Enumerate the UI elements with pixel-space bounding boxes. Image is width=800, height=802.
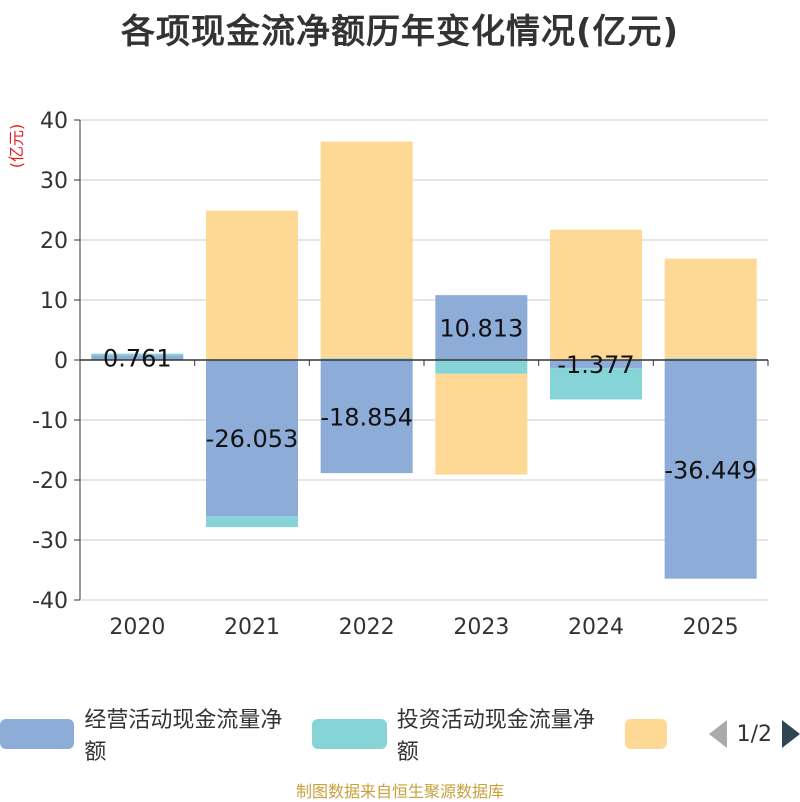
legend-label-operating: 经营活动现金流量净额 <box>84 708 283 765</box>
y-tick-label: 10 <box>40 289 68 314</box>
bar-0-2020 <box>91 355 184 360</box>
legend-swatch-investing <box>312 719 387 749</box>
y-tick-label: -30 <box>32 529 68 554</box>
y-axis-label: (亿元) <box>7 124 26 169</box>
bar-2-2025 <box>664 258 757 359</box>
x-tick-label-2023: 2023 <box>453 615 509 640</box>
x-tick-label-2024: 2024 <box>568 615 624 640</box>
x-tick-label-2022: 2022 <box>339 615 395 640</box>
legend-prev-icon[interactable] <box>708 720 727 748</box>
data-label-2021: -26.053 <box>206 425 299 453</box>
bar-1-2023 <box>435 360 528 374</box>
y-tick-label: -10 <box>32 409 68 434</box>
bar-0-2023 <box>435 295 528 360</box>
bar-1-2025 <box>664 358 757 360</box>
bar-1-2021 <box>206 516 298 528</box>
y-tick-label: 40 <box>40 109 68 134</box>
data-label-2025: -36.449 <box>664 456 757 484</box>
legend-swatch-operating <box>0 719 75 749</box>
bar-1-2022 <box>320 358 413 360</box>
source-note: 制图数据来自恒生聚源数据库 <box>295 782 504 801</box>
legend-next-icon[interactable] <box>782 720 800 748</box>
bar-1-2024 <box>550 368 642 400</box>
x-tick-label-2025: 2025 <box>683 615 739 640</box>
legend-item-third[interactable] <box>624 719 677 749</box>
bar-0-2025 <box>664 360 757 579</box>
data-label-2022: -18.854 <box>320 404 413 432</box>
legend-swatch-third <box>624 719 667 749</box>
bar-0-2021 <box>206 360 298 517</box>
y-tick-label: 20 <box>40 229 68 254</box>
legend: 经营活动现金流量净额 投资活动现金流量净额 1/2 <box>0 708 800 765</box>
data-label-2024: -1.377 <box>557 351 634 379</box>
bar-0-2024 <box>550 360 642 369</box>
bar-2-2022 <box>320 141 413 359</box>
bar-2-2021 <box>206 210 298 360</box>
x-tick-label-2020: 2020 <box>109 615 165 640</box>
chart-title: 各项现金流净额历年变化情况(亿元) <box>120 12 680 52</box>
legend-item-investing[interactable]: 投资活动现金流量净额 <box>312 702 606 766</box>
bar-2-2024 <box>550 229 642 360</box>
bar-1-2020 <box>91 353 184 356</box>
bar-0-2022 <box>320 360 413 474</box>
legend-item-operating[interactable]: 经营活动现金流量净额 <box>0 702 294 766</box>
y-tick-label: -40 <box>32 589 68 614</box>
legend-label-investing: 投资活动现金流量净额 <box>396 708 595 765</box>
x-tick-label-2021: 2021 <box>224 615 280 640</box>
legend-page-indicator: 1/2 <box>736 721 772 747</box>
bar-2-2023 <box>435 373 528 475</box>
y-tick-label: 30 <box>40 169 68 194</box>
data-label-2020: 0.761 <box>103 345 172 373</box>
data-label-2023: 10.813 <box>439 315 523 343</box>
y-tick-label: 0 <box>54 349 68 374</box>
y-tick-label: -20 <box>32 469 68 494</box>
chart-plot: 40 30 20 10 0 -10 -20 -30 -40 (亿元) 0.761 -26.053 -18… <box>7 109 769 640</box>
legend-pager: 1/2 <box>708 720 800 748</box>
